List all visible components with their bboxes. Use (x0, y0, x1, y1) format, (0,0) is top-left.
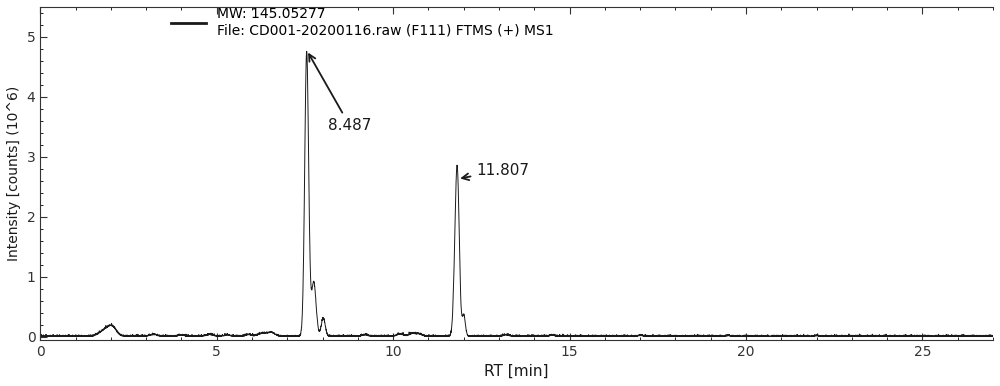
Text: 8.487: 8.487 (309, 54, 371, 133)
Y-axis label: Intensity [counts] (10^6): Intensity [counts] (10^6) (7, 86, 21, 261)
Text: 11.807: 11.807 (462, 163, 529, 180)
Legend: MW: 145.05277
File: CD001-20200116.raw (F111) FTMS (+) MS1: MW: 145.05277 File: CD001-20200116.raw (… (171, 7, 554, 37)
X-axis label: RT [min]: RT [min] (484, 364, 549, 379)
